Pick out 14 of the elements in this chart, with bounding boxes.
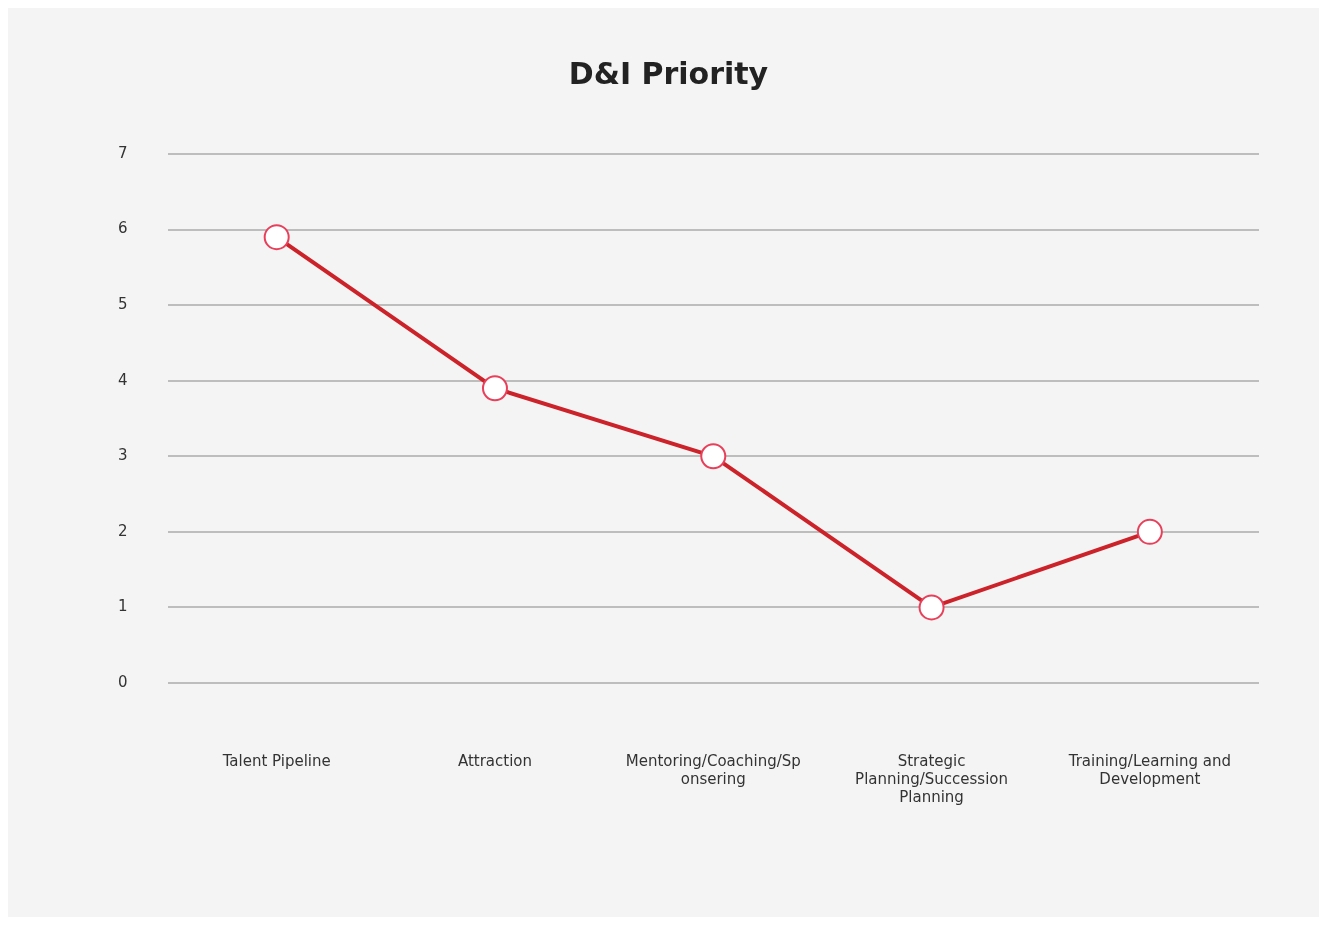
y-tick-label: 5: [118, 295, 128, 314]
chart-title: D&I Priority: [568, 55, 769, 91]
x-tick-label: Mentoring/Coaching/Sponsering: [625, 751, 801, 788]
y-tick-label: 4: [118, 370, 128, 389]
x-tick-label: Talent Pipeline: [221, 751, 331, 770]
y-tick-label: 7: [118, 143, 128, 162]
y-tick-label: 0: [118, 672, 128, 691]
y-tick-label: 2: [118, 521, 128, 540]
y-tick-label: 3: [118, 446, 128, 465]
y-tick-label: 6: [118, 219, 128, 238]
x-tick-label: Strategic Planning/Succession Planning: [855, 751, 1009, 806]
x-tick-label: Attraction: [457, 751, 533, 770]
x-tick-label: Training/Learning and Development: [1067, 751, 1232, 788]
y-tick-label: 1: [118, 597, 128, 616]
